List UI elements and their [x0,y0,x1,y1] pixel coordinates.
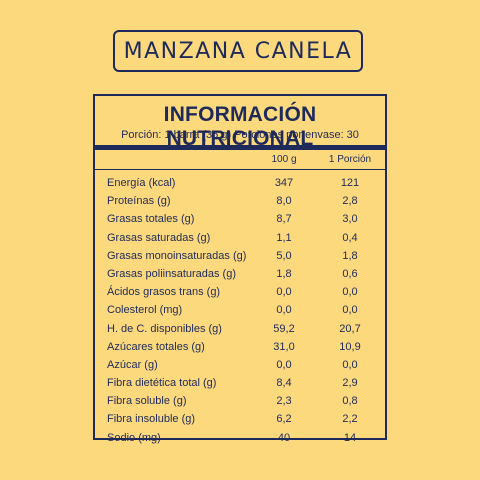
product-name: MANZANA CANELA [123,38,353,64]
value-per-100g: 2,3 [276,395,292,408]
nutrient-name: Grasas saturadas (g) [107,231,211,244]
nutrient-row: Grasas totales (g) 8,7 3,0 [95,211,385,229]
nutrient-name: Ácidos grasos trans (g) [107,286,221,299]
nutrient-name: Azúcares totales (g) [107,340,205,353]
value-per-serving: 0,0 [342,286,358,299]
value-per-100g: 8,0 [276,195,292,208]
value-per-100g: 40 [277,431,291,444]
nutrient-name: Azúcar (g) [107,358,158,371]
value-per-100g: 347 [274,177,294,189]
nutrient-name: Energía (kcal) [107,177,176,189]
nutrient-name: H. de C. disponibles (g) [107,322,222,335]
value-per-serving: 20,7 [339,322,361,335]
value-per-serving: 10,9 [339,340,361,353]
product-name-box: MANZANA CANELA [113,30,363,72]
nutrient-row: H. de C. disponibles (g) 59,2 20,7 [95,321,385,339]
value-per-serving: 0,6 [342,267,358,280]
thin-divider [95,169,385,170]
nutrition-facts-panel: INFORMACIÓN NUTRICIONAL Porción: 1 barra… [93,94,387,444]
nutrient-name: Sodio (mg) [107,431,161,444]
nutrient-row: Fibra insoluble (g) 6,2 2,2 [95,411,385,429]
value-per-100g: 0,0 [276,286,292,299]
nutrient-name: Grasas monoinsaturadas (g) [107,249,247,262]
value-per-serving: 2,2 [342,413,358,426]
nutrient-row: Colesterol (mg) 0,0 0,0 [95,302,385,320]
value-per-serving: 0,0 [342,358,358,371]
panel-title: INFORMACIÓN NUTRICIONAL [163,103,317,150]
value-per-100g: 8,7 [276,213,292,226]
value-per-100g: 59,2 [273,322,295,335]
value-per-serving: 0,4 [342,231,358,244]
value-per-100g: 8,4 [276,377,292,390]
value-per-serving: 14 [343,431,357,444]
column-header-100g: 100 g [271,154,297,165]
nutrient-name: Proteínas (g) [107,195,171,208]
nutrient-table: Energía (kcal) 347 121 Proteínas (g) 8,0 2,8 G… [95,175,385,448]
nutrient-name: Grasas poliinsaturadas (g) [107,267,237,280]
value-per-100g: 1,1 [276,231,292,244]
value-per-100g: 6,2 [276,413,292,426]
thick-divider [95,145,385,150]
value-per-serving: 3,0 [342,213,358,226]
nutrient-name: Fibra dietética total (g) [107,377,217,390]
value-per-serving: 0,8 [342,395,358,408]
value-per-serving: 2,9 [342,377,358,390]
nutrient-name: Fibra soluble (g) [107,395,187,408]
value-per-serving: 0,0 [342,304,358,317]
nutrient-name: Colesterol (mg) [107,304,183,317]
nutrient-row: Proteínas (g) 8,0 2,8 [95,193,385,211]
nutrient-name: Grasas totales (g) [107,213,195,226]
nutrient-row: Azúcar (g) 0,0 0,0 [95,357,385,375]
serving-info: Porción: 1 barra (35 g) Porciones por en… [121,129,359,141]
value-per-100g: 0,0 [276,304,292,317]
nutrient-row: Azúcares totales (g) 31,0 10,9 [95,339,385,357]
value-per-serving: 1,8 [342,249,358,262]
value-per-100g: 1,8 [276,267,292,280]
column-header-serving: 1 Porción [328,154,372,165]
nutrient-row: Fibra dietética total (g) 8,4 2,9 [95,375,385,393]
nutrient-row: Ácidos grasos trans (g) 0,0 0,0 [95,284,385,302]
value-per-100g: 31,0 [273,340,295,353]
value-per-100g: 5,0 [276,249,292,262]
value-per-serving: 121 [340,177,360,189]
nutrient-row: Energía (kcal) 347 121 [95,175,385,193]
nutrient-row: Grasas monoinsaturadas (g) 5,0 1,8 [95,248,385,266]
value-per-100g: 0,0 [276,358,292,371]
nutrient-row: Grasas saturadas (g) 1,1 0,4 [95,230,385,248]
nutrient-row: Grasas poliinsaturadas (g) 1,8 0,6 [95,266,385,284]
value-per-serving: 2,8 [342,195,358,208]
nutrient-row: Sodio (mg) 40 14 [95,430,385,448]
nutrient-row: Fibra soluble (g) 2,3 0,8 [95,393,385,411]
nutrient-name: Fibra insoluble (g) [107,413,196,426]
